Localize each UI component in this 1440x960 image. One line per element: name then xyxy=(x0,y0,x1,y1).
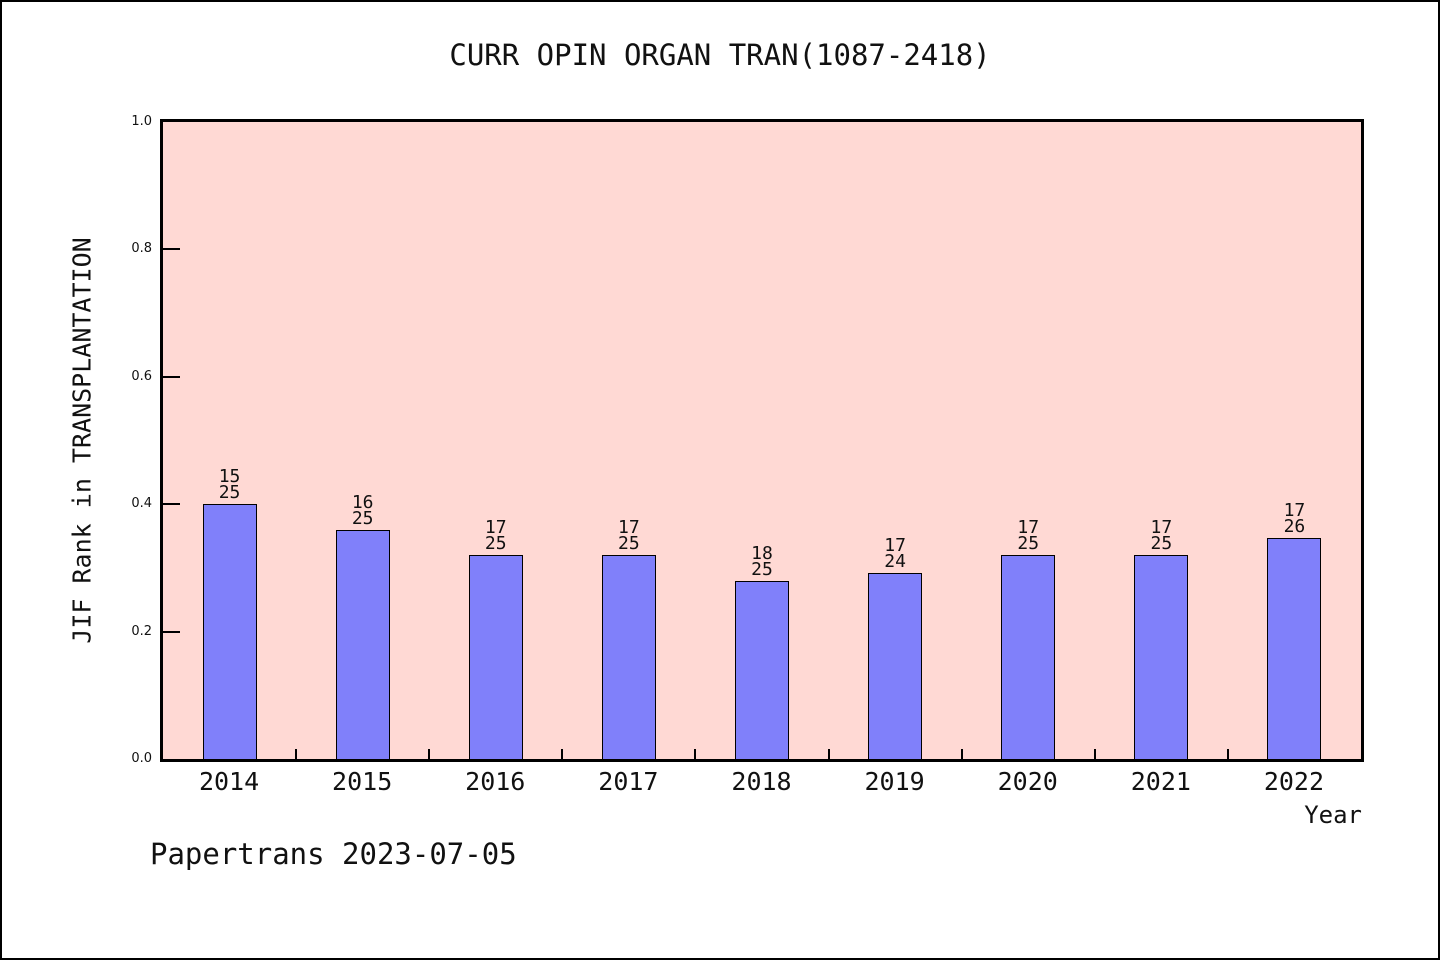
x-tick-mark xyxy=(1226,749,1229,759)
chart-title: CURR OPIN ORGAN TRAN(1087-2418) xyxy=(449,38,991,72)
x-tick-mark xyxy=(428,749,431,759)
x-tick-label-2015: 2015 xyxy=(332,767,393,796)
x-tick-label-2022: 2022 xyxy=(1263,767,1325,796)
x-tick-mark xyxy=(827,749,830,759)
y-tick-mark xyxy=(163,248,180,251)
bar-2021 xyxy=(1134,555,1189,759)
plot-area: 15 25 16 25 17 25 17 25 18 25 17 24 17 25 17 25 17 26 xyxy=(160,119,1364,762)
y-axis-label: JIF Rank in TRANSPLANTATION xyxy=(60,119,104,762)
y-tick-mark xyxy=(163,503,180,506)
y-tick-label-0.0: 0.0 xyxy=(131,751,152,766)
bar-2019 xyxy=(868,573,923,759)
bar-value-label-2015: 16 25 xyxy=(351,492,374,529)
y-tick-label-0.6: 0.6 xyxy=(131,368,152,384)
watermark-text: Papertrans 2023-07-05 xyxy=(150,837,517,871)
y-axis-label-text: JIF Rank in TRANSPLANTATION xyxy=(67,237,97,644)
y-tick-label-0.8: 0.8 xyxy=(131,241,152,257)
y-tick-mark xyxy=(163,630,180,633)
x-tick-label-2018: 2018 xyxy=(731,767,792,796)
bar-2015 xyxy=(335,530,390,759)
x-tick-label-2019: 2019 xyxy=(864,767,925,796)
bar-value-label-2021: 17 25 xyxy=(1150,517,1173,554)
x-tick-label-2020: 2020 xyxy=(997,767,1058,796)
x-tick-label-2021: 2021 xyxy=(1130,767,1191,796)
x-tick-label-2017: 2017 xyxy=(598,767,659,796)
x-tick-label-2014: 2014 xyxy=(198,767,260,796)
bar-2022 xyxy=(1267,538,1322,759)
bar-2017 xyxy=(601,555,656,759)
bar-value-label-2016: 17 25 xyxy=(484,517,507,554)
x-tick-mark xyxy=(694,749,697,759)
bar-value-label-2017: 17 25 xyxy=(618,517,640,554)
x-tick-label-2016: 2016 xyxy=(465,767,526,796)
x-tick-mark xyxy=(561,749,564,759)
y-tick-label-0.2: 0.2 xyxy=(131,623,152,639)
bar-2020 xyxy=(1001,555,1056,759)
bar-value-label-2014: 15 25 xyxy=(218,466,241,503)
y-tick-label-0.4: 0.4 xyxy=(131,496,152,512)
x-tick-mark xyxy=(960,749,963,759)
bar-2016 xyxy=(468,555,523,759)
bar-value-label-2020: 17 25 xyxy=(1017,517,1040,554)
bar-value-label-2018: 18 25 xyxy=(751,543,773,580)
x-tick-mark xyxy=(1093,749,1096,759)
bar-value-label-2019: 17 24 xyxy=(884,535,906,572)
y-tick-label-1.0: 1.0 xyxy=(131,114,152,129)
y-tick-mark xyxy=(163,375,180,378)
x-axis-label: Year xyxy=(1304,801,1362,829)
x-tick-mark xyxy=(295,749,298,759)
bar-2018 xyxy=(735,581,789,759)
bar-2014 xyxy=(202,504,257,759)
bar-value-label-2022: 17 26 xyxy=(1283,500,1306,537)
